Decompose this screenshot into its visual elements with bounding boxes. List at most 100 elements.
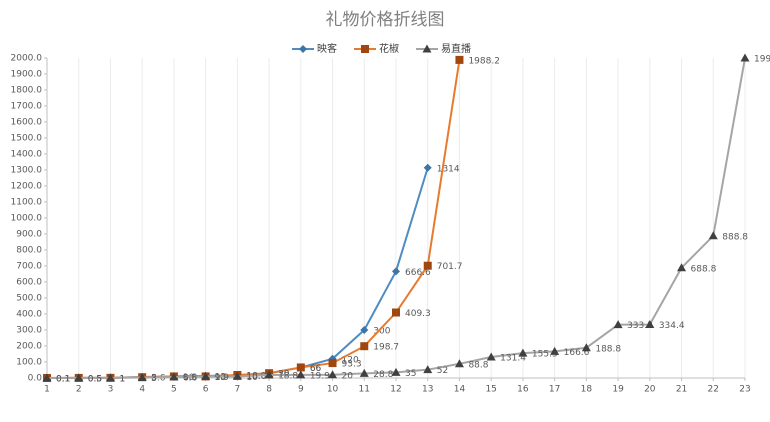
y-tick-label: 1900.0 [11, 70, 43, 80]
y-tick-label: 1100.0 [11, 198, 43, 208]
point-marker [423, 365, 433, 374]
value-label: 131.4 [500, 353, 526, 363]
legend-label: 易直播 [441, 42, 471, 55]
value-label: 66 [310, 364, 322, 374]
point-marker [645, 319, 655, 328]
point-marker [296, 370, 306, 379]
value-label: 19.9 [310, 371, 330, 381]
value-label: 1999.9 [754, 55, 770, 65]
value-label: 3 [151, 374, 157, 384]
value-label: 1314 [437, 164, 460, 174]
x-tick-label: 21 [676, 385, 687, 395]
point-marker [169, 372, 179, 381]
value-label: 333.3 [627, 321, 653, 331]
value-label: 93.3 [342, 360, 362, 370]
value-label: 0.5 [88, 374, 102, 384]
y-tick-label: 700.0 [16, 262, 42, 272]
legend-marker [361, 45, 369, 53]
value-label: 88.8 [468, 360, 488, 370]
value-label: 9.9 [183, 373, 198, 383]
point-marker [423, 261, 432, 270]
value-label: 5 [151, 374, 157, 384]
x-tick-label: 9 [298, 385, 304, 395]
y-tick-label: 0.0 [28, 374, 43, 384]
legend-label: 花椒 [379, 42, 399, 55]
value-label: 1988.2 [468, 56, 500, 66]
value-label: 334.4 [659, 321, 685, 331]
value-label: 666.6 [405, 268, 431, 278]
y-tick-label: 1200.0 [11, 182, 43, 192]
y-tick-label: 300.0 [16, 326, 42, 336]
x-tick-label: 5 [171, 385, 177, 395]
point-marker [360, 326, 369, 334]
point-marker [74, 373, 84, 382]
y-tick-label: 1300.0 [11, 166, 43, 176]
value-label: 6.6 [151, 373, 166, 383]
y-tick-label: 600.0 [16, 278, 42, 288]
x-tick-label: 4 [139, 385, 145, 395]
point-marker [42, 373, 52, 382]
x-tick-label: 3 [108, 385, 114, 395]
value-label: 10 [215, 373, 227, 383]
x-tick-label: 10 [327, 385, 339, 395]
x-tick-label: 19 [612, 385, 624, 395]
chart-title: 礼物价格折线图 [326, 10, 445, 30]
point-marker [296, 363, 305, 372]
point-marker [486, 352, 496, 361]
value-label: 166.6 [564, 348, 590, 358]
y-tick-label: 1800.0 [11, 86, 43, 96]
x-tick-label: 1 [44, 385, 50, 395]
value-label: 701.7 [437, 262, 463, 272]
x-tick-label: 14 [454, 385, 466, 395]
legend-marker [422, 44, 432, 53]
point-marker [455, 55, 464, 64]
x-tick-label: 23 [739, 385, 750, 395]
point-marker [677, 263, 687, 272]
point-marker [581, 343, 591, 352]
point-marker [137, 373, 147, 382]
y-tick-label: 500.0 [16, 294, 42, 304]
legend-label: 映客 [317, 42, 337, 55]
point-marker [232, 371, 242, 380]
value-label: 10 [183, 373, 195, 383]
value-label: 52 [437, 366, 448, 376]
x-tick-label: 2 [76, 385, 82, 395]
value-label: 155.5 [532, 350, 558, 360]
legend-marker [299, 45, 307, 53]
point-marker [105, 373, 115, 382]
value-label: 0.1 [56, 374, 70, 384]
y-tick-label: 800.0 [16, 246, 42, 256]
value-label: 1 [119, 374, 125, 384]
point-marker [392, 267, 400, 276]
point-marker [708, 231, 718, 240]
point-marker [328, 370, 338, 379]
value-label: 9.9 [215, 373, 230, 383]
series-line [46, 59, 461, 379]
point-marker [391, 367, 401, 376]
point-marker [454, 359, 464, 368]
y-tick-label: 100.0 [16, 358, 42, 368]
x-tick-label: 6 [203, 385, 209, 395]
x-tick-label: 11 [359, 385, 370, 395]
value-label: 1 [119, 374, 125, 384]
x-tick-label: 7 [234, 385, 240, 395]
y-tick-label: 400.0 [16, 310, 42, 320]
value-label: 1 [119, 374, 125, 384]
value-label: 66 [310, 364, 322, 374]
x-tick-label: 15 [485, 385, 496, 395]
point-marker [392, 308, 400, 317]
point-marker [423, 163, 432, 172]
point-marker [360, 342, 369, 351]
value-label: 20 [342, 371, 354, 381]
point-marker [613, 320, 623, 329]
x-tick-label: 17 [549, 385, 560, 395]
y-tick-label: 1500.0 [11, 134, 43, 144]
x-tick-label: 8 [266, 385, 272, 395]
y-tick-label: 1600.0 [11, 118, 43, 128]
value-label: 188.8 [595, 344, 621, 354]
x-tick-label: 13 [422, 385, 433, 395]
value-label: 120 [342, 355, 359, 365]
x-tick-label: 18 [581, 385, 593, 395]
value-label: 16.6 [246, 372, 266, 382]
